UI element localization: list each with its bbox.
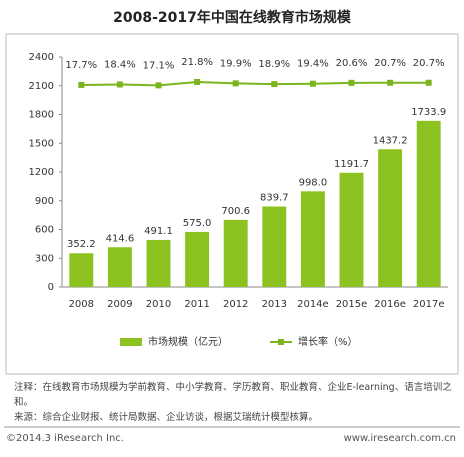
growth-marker: [309, 80, 316, 87]
growth-marker: [425, 79, 432, 86]
bar: [185, 231, 210, 287]
bar-value-label: 491.1: [144, 226, 173, 237]
chart-title: 2008-2017年中国在线教育市场规模: [113, 9, 352, 26]
y-tick-label: 300: [35, 253, 54, 264]
bar: [69, 253, 94, 287]
bar-value-label: 352.2: [67, 239, 96, 250]
growth-label: 17.1%: [143, 60, 175, 71]
growth-label: 20.7%: [413, 58, 445, 69]
legend-label: 增长率（%）: [298, 335, 358, 348]
bar: [146, 239, 171, 287]
y-tick-label: 0: [48, 282, 54, 293]
bar-value-label: 1437.2: [373, 135, 408, 146]
bar: [416, 120, 441, 287]
growth-label: 18.4%: [104, 59, 136, 70]
x-tick-label: 2014e: [297, 299, 329, 310]
x-tick-label: 2010: [146, 299, 171, 310]
bar: [262, 206, 287, 287]
growth-marker: [271, 81, 278, 88]
growth-marker: [78, 81, 85, 88]
growth-label: 19.9%: [220, 58, 252, 69]
bar-value-label: 839.7: [260, 193, 289, 204]
footer-right: www.iresearch.com.cn: [343, 433, 456, 444]
bar-value-label: 998.0: [299, 177, 328, 188]
growth-line: [81, 80, 429, 87]
growth-label: 21.8%: [181, 57, 213, 68]
growth-label: 20.6%: [336, 58, 368, 69]
footer-left: ©2014.3 iResearch Inc.: [6, 433, 124, 444]
x-tick-label: 2017e: [413, 299, 445, 310]
x-tick-label: 2015e: [336, 299, 368, 310]
x-tick-label: 2011: [184, 299, 209, 310]
bar-value-label: 1191.7: [334, 159, 369, 170]
growth-marker: [387, 79, 394, 86]
legend-swatch-marker: [278, 339, 284, 345]
bar-value-label: 700.6: [221, 206, 250, 217]
y-tick-label: 2400: [29, 52, 54, 63]
bar: [223, 219, 248, 287]
y-tick-label: 1800: [29, 110, 54, 121]
legend-label: 市场规模（亿元）: [148, 335, 228, 348]
legend-swatch: [120, 338, 142, 346]
y-tick-label: 600: [35, 225, 54, 236]
y-tick-label: 2100: [29, 81, 54, 92]
bar-value-label: 1733.9: [411, 107, 446, 118]
bar: [378, 149, 403, 287]
chart-frame: [5, 33, 459, 375]
growth-marker: [348, 79, 355, 86]
growth-marker: [155, 82, 162, 89]
note: 注释：在线教育市场规模为学前教育、中小学教育、学历教育、职业教育、企业E-lea…: [14, 382, 452, 408]
bar: [339, 172, 364, 287]
source: 来源：综合企业财报、统计局数据、企业访谈，根据艾瑞统计模型核算。: [14, 412, 319, 423]
y-tick-label: 1200: [29, 167, 54, 178]
bar: [300, 191, 325, 287]
bar: [107, 247, 132, 287]
x-tick-label: 2013: [262, 299, 287, 310]
y-tick-label: 1500: [29, 138, 54, 149]
growth-marker: [116, 81, 123, 88]
growth-label: 17.7%: [65, 60, 97, 71]
y-tick-label: 900: [35, 196, 54, 207]
x-tick-label: 2008: [69, 299, 94, 310]
growth-label: 18.9%: [258, 59, 290, 70]
bar-value-label: 575.0: [183, 218, 212, 229]
growth-marker: [232, 80, 239, 87]
x-tick-label: 2009: [107, 299, 132, 310]
growth-label: 20.7%: [374, 58, 406, 69]
x-tick-label: 2016e: [374, 299, 406, 310]
x-tick-label: 2012: [223, 299, 248, 310]
bar-value-label: 414.6: [106, 233, 135, 244]
growth-label: 19.4%: [297, 59, 329, 70]
growth-marker: [194, 78, 201, 85]
